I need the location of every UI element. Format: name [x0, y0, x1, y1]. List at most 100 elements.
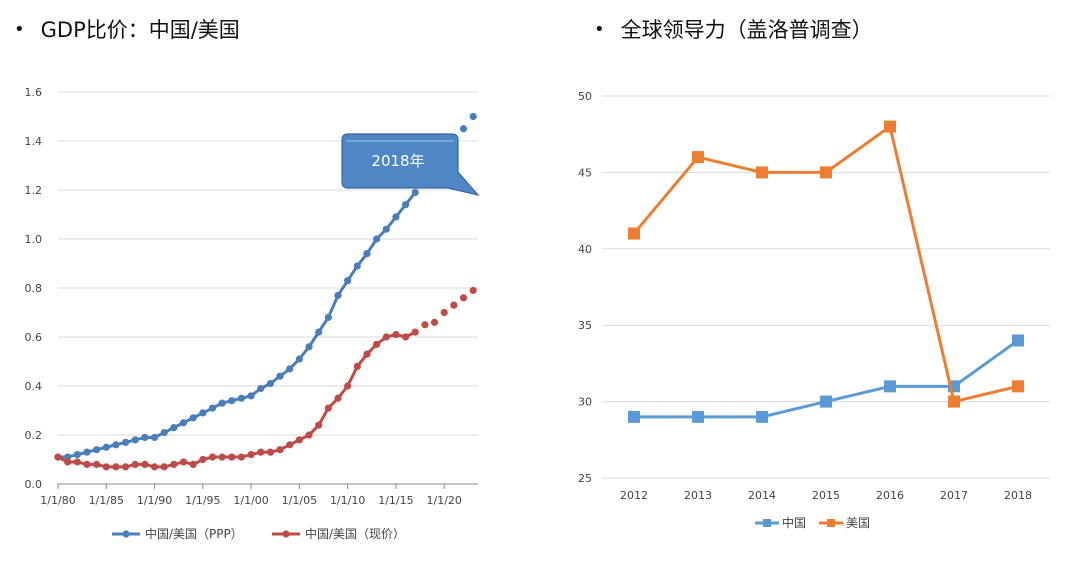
data-point — [286, 365, 294, 373]
data-point — [411, 328, 419, 336]
gallup-leadership-chart: 25 30 35 40 45 50 2012 2013 2014 2015 2016 2017 2018… — [578, 90, 1050, 530]
x-tick-label: 1/1/10 — [330, 494, 365, 507]
data-point — [266, 379, 275, 388]
left-heading-text: GDP比价：中国/美国 — [40, 18, 240, 42]
data-point — [131, 460, 139, 468]
data-point — [218, 399, 226, 407]
x-tick-label: 1/1/85 — [89, 494, 124, 507]
data-point — [189, 460, 197, 468]
data-point — [459, 125, 468, 133]
data-point — [228, 453, 236, 461]
data-point — [208, 404, 217, 412]
data-point — [247, 392, 255, 400]
data-point — [392, 330, 400, 339]
y-tick-label: 1.0 — [25, 233, 43, 246]
legend-marker — [282, 530, 290, 538]
data-point — [334, 394, 342, 402]
x-tick-label: 2016 — [876, 489, 904, 502]
x-tick-label: 2015 — [812, 489, 840, 502]
right-chart-heading: • 全球领导力（盖洛普调查） — [594, 14, 873, 44]
data-point — [411, 188, 419, 197]
y-tick-label: 0.4 — [25, 380, 43, 393]
data-point — [373, 340, 381, 348]
data-point — [295, 436, 303, 444]
data-point — [344, 382, 352, 390]
data-point — [276, 372, 284, 380]
series-line — [58, 191, 417, 459]
data-point — [628, 410, 640, 423]
x-tick-label: 1/1/15 — [378, 494, 413, 507]
y-tick-label: 25 — [578, 472, 592, 485]
data-point — [208, 453, 217, 461]
data-point — [131, 436, 139, 444]
data-point — [295, 355, 303, 363]
gdp-ratio-chart: 0.0 0.2 0.4 0.6 0.8 1.0 1.2 1.4 1.6 1/1/80 1/1/85 1… — [25, 86, 480, 541]
x-tick-label: 1/1/20 — [427, 494, 462, 507]
x-tick-label: 2014 — [748, 489, 776, 502]
data-point — [102, 443, 110, 451]
left-chart-heading: • GDP比价：中国/美国 — [14, 14, 240, 44]
data-point — [421, 321, 429, 329]
callout-label: 2018年 — [371, 152, 424, 170]
data-point — [401, 333, 410, 341]
data-point — [83, 448, 91, 456]
legend-marker — [122, 530, 130, 538]
legend-label: 中国/美国（现价） — [305, 526, 405, 541]
data-point — [756, 410, 768, 423]
legend-marker — [827, 519, 835, 527]
data-point — [1012, 380, 1024, 393]
data-point — [141, 460, 149, 468]
legend: 中国 美国 — [755, 515, 870, 530]
data-point — [218, 453, 226, 461]
data-point — [353, 362, 361, 370]
data-point — [150, 463, 159, 471]
data-point — [430, 318, 439, 326]
bullet: • — [594, 18, 605, 40]
data-point — [257, 384, 265, 393]
data-point — [199, 409, 207, 417]
data-point — [324, 404, 332, 412]
x-tick-label: 1/1/00 — [233, 494, 268, 507]
data-point — [121, 438, 130, 446]
y-tick-label: 0.8 — [25, 282, 43, 295]
x-tick-label: 1/1/05 — [282, 494, 317, 507]
data-point — [266, 448, 275, 456]
data-point — [141, 433, 149, 442]
x-tick-label: 2013 — [684, 489, 712, 502]
legend-label: 美国 — [846, 516, 870, 530]
data-point — [344, 277, 352, 285]
data-point — [820, 166, 832, 179]
data-point — [73, 458, 81, 466]
data-point — [160, 428, 168, 437]
data-point — [228, 397, 236, 405]
data-point — [469, 112, 477, 121]
x-tick-label: 1/1/90 — [137, 494, 172, 507]
data-point — [692, 151, 704, 164]
data-point — [1012, 334, 1024, 347]
data-point — [286, 441, 294, 449]
y-tick-label: 35 — [578, 319, 592, 332]
data-point — [112, 463, 120, 471]
data-point — [315, 328, 323, 336]
callout-annotation: 2018年 — [341, 133, 480, 197]
data-point — [450, 301, 458, 309]
x-tick-label: 2018 — [1004, 489, 1032, 502]
data-point — [73, 451, 81, 459]
data-point — [179, 419, 188, 427]
data-point — [353, 262, 361, 270]
x-tick-label: 1/1/80 — [40, 494, 75, 507]
y-tick-label: 1.4 — [25, 135, 43, 148]
data-point — [373, 235, 381, 243]
data-point — [948, 395, 960, 408]
legend-label: 中国/美国（PPP） — [145, 526, 243, 541]
right-heading-text: 全球领导力（盖洛普调查） — [620, 18, 873, 42]
data-point — [54, 453, 62, 461]
data-point — [83, 460, 91, 468]
legend-marker — [763, 519, 771, 527]
y-tick-label: 0.2 — [25, 429, 43, 442]
data-point — [170, 460, 178, 468]
data-point — [469, 286, 477, 295]
data-point — [93, 446, 101, 454]
x-tick-label: 2017 — [940, 489, 968, 502]
data-point — [459, 294, 468, 302]
